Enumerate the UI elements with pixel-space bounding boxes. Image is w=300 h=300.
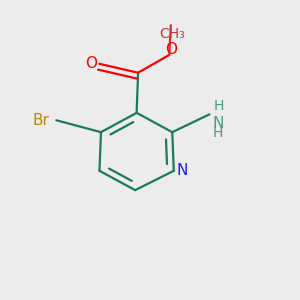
Text: O: O: [85, 56, 97, 71]
Text: N: N: [176, 163, 188, 178]
Text: CH₃: CH₃: [159, 27, 185, 41]
Text: H: H: [214, 99, 224, 113]
Text: N: N: [212, 116, 224, 131]
Text: H: H: [212, 126, 223, 140]
Text: Br: Br: [33, 113, 50, 128]
Text: O: O: [165, 42, 177, 57]
